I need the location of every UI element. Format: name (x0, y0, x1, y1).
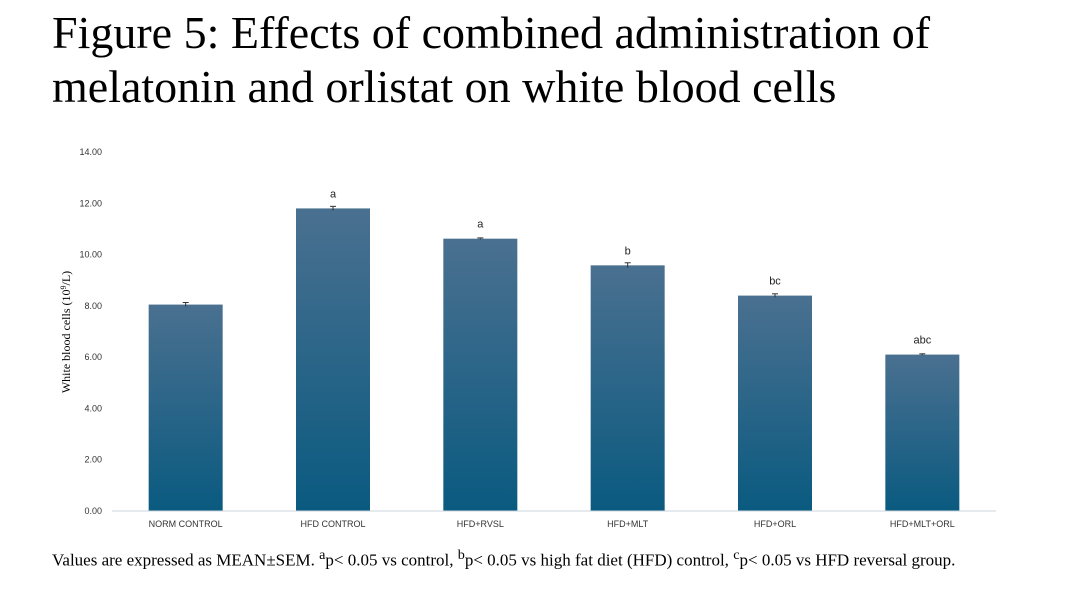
bar (296, 208, 370, 511)
y-tick-label: 6.00 (84, 352, 102, 362)
bar (738, 295, 812, 511)
footnote-sup-c: c (733, 547, 740, 563)
significance-labels: a a b bc abc (330, 188, 932, 346)
bar-chart: White blood cells (109/L) 0.00 2.00 4.00 6.… (59, 147, 996, 529)
y-tick-label: 10.00 (79, 250, 102, 260)
bar (885, 354, 960, 511)
y-tick-label: 0.00 (84, 506, 102, 516)
y-tick-label: 2.00 (84, 455, 102, 465)
footnote-part1: Values are expressed as MEAN±SEM. (52, 550, 320, 570)
footnote: Values are expressed as MEAN±SEM. ap< 0.… (52, 544, 1012, 572)
y-axis-label: White blood cells (109/L) (59, 271, 74, 393)
page-title: Figure 5: Effects of combined administra… (52, 7, 931, 112)
bar (590, 265, 665, 511)
error-bar (919, 353, 926, 356)
y-axis-ticks: 0.00 2.00 4.00 6.00 8.00 10.00 12.00 14.00 (79, 147, 102, 516)
significance-label: a (477, 219, 484, 231)
x-category-label: HFD+MLT (607, 519, 649, 529)
x-category-label: NORM CONTROL (149, 519, 223, 529)
y-tick-label: 12.00 (79, 198, 102, 208)
footnote-sup-b: b (457, 547, 465, 563)
bar (148, 304, 223, 511)
y-tick-label: 4.00 (84, 403, 102, 413)
footnote-sup-a: a (319, 547, 326, 563)
bar (443, 238, 518, 511)
x-category-label: HFD+ORL (754, 519, 796, 529)
error-bar (477, 237, 484, 240)
significance-label: b (625, 245, 631, 257)
x-axis-categories: NORM CONTROL HFD CONTROL HFD+RVSL HFD+MLT HF… (149, 519, 955, 529)
significance-label: a (330, 188, 337, 200)
significance-label: bc (769, 276, 781, 288)
footnote-part4: p< 0.05 vs HFD reversal group. (739, 550, 956, 570)
footnote-part2: p< 0.05 vs control, (325, 550, 458, 570)
x-category-label: HFD CONTROL (301, 519, 366, 529)
bars (148, 205, 960, 511)
error-bar (330, 205, 336, 211)
error-bar (772, 293, 778, 298)
y-tick-label: 8.00 (84, 301, 102, 311)
footnote-part3: p< 0.05 vs high fat diet (HFD) control, (464, 550, 734, 570)
error-bar (182, 302, 189, 307)
significance-label: abc (913, 335, 931, 347)
error-bar (624, 262, 631, 268)
x-category-label: HFD+RVSL (457, 519, 504, 529)
y-tick-label: 14.00 (79, 147, 102, 157)
x-category-label: HFD+MLT+ORL (890, 519, 955, 529)
